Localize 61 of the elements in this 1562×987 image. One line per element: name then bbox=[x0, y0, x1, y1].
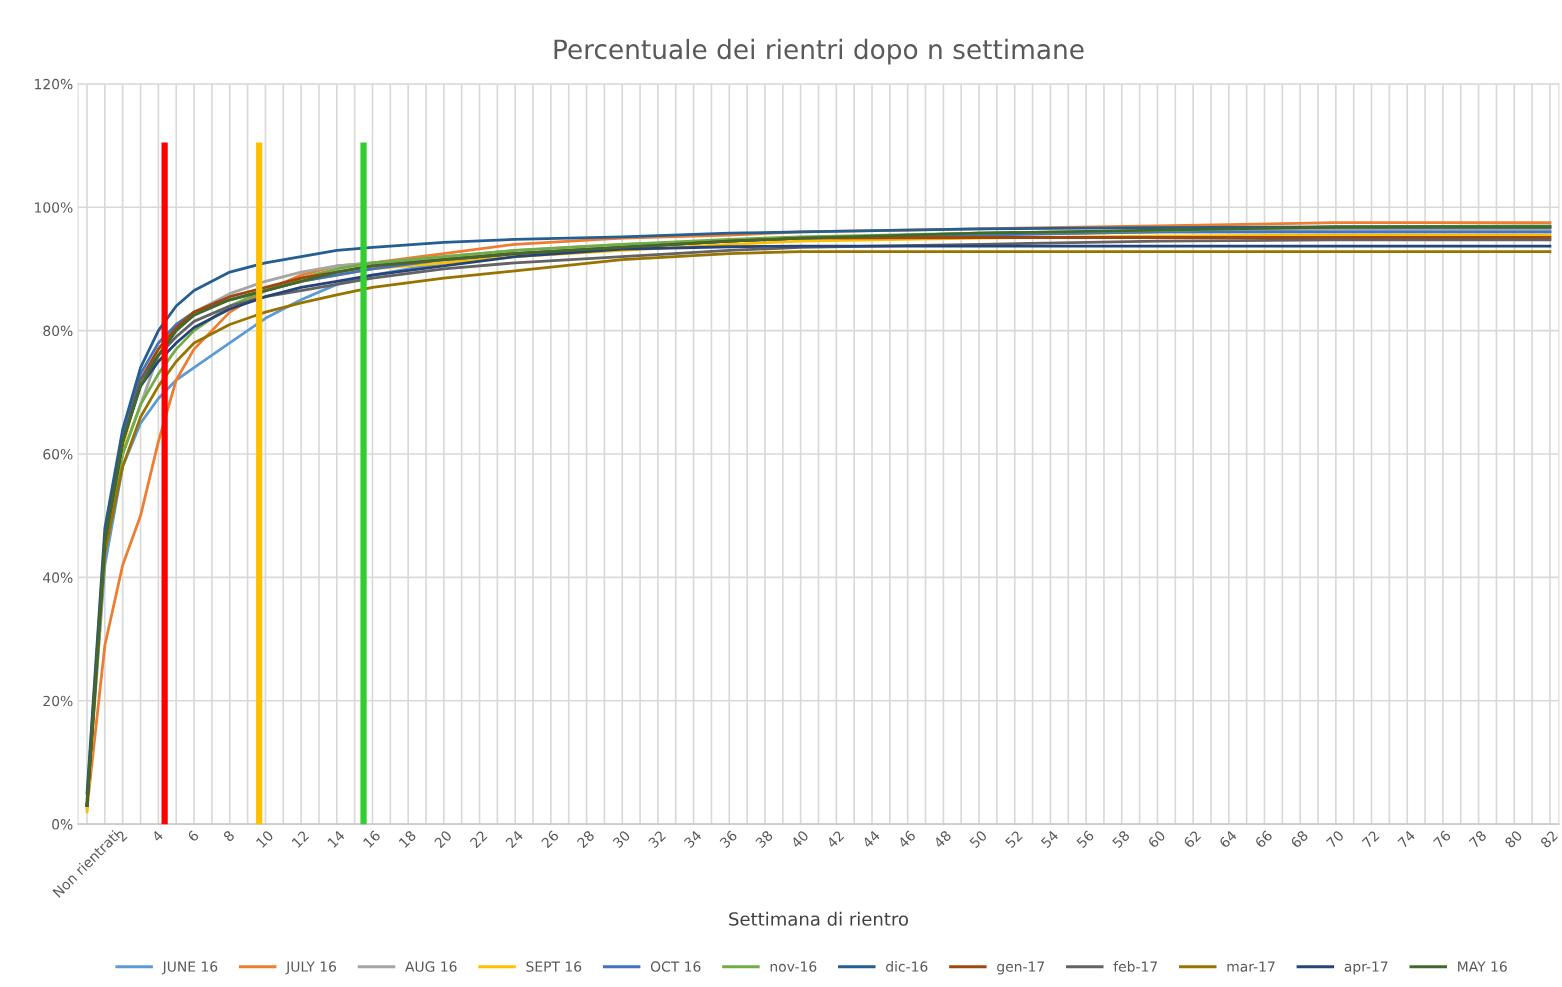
x-tick-label: 62 bbox=[1183, 830, 1202, 849]
x-tick-label: 80 bbox=[1504, 829, 1523, 849]
x-tick-label: 58 bbox=[1111, 829, 1131, 849]
legend-label: OCT 16 bbox=[650, 961, 701, 972]
x-tick-label: 4 bbox=[151, 829, 164, 843]
x-tick-label: 44 bbox=[861, 829, 881, 849]
x-tick-label: 70 bbox=[1325, 829, 1345, 849]
legend-label: feb-17 bbox=[1113, 961, 1157, 972]
legend-label: JULY 16 bbox=[285, 961, 337, 975]
x-tick-label: 26 bbox=[540, 829, 560, 849]
x-tick-label: 12 bbox=[291, 830, 310, 848]
x-tick-label: 10 bbox=[255, 829, 274, 849]
x-tick-label: 30 bbox=[612, 829, 631, 849]
legend-label: dic-16 bbox=[886, 961, 928, 972]
y-tick-label: 100% bbox=[35, 202, 73, 213]
y-tick-label: 80% bbox=[43, 325, 73, 337]
legend-label: mar-17 bbox=[1227, 961, 1275, 972]
legend-label: AUG 16 bbox=[405, 961, 457, 972]
x-tick-label: 22 bbox=[469, 830, 488, 849]
x-tick-label: 24 bbox=[505, 829, 524, 849]
x-tick-label: 14 bbox=[327, 829, 346, 848]
x-tick-label: 82 bbox=[1539, 830, 1559, 849]
x-tick-label: 32 bbox=[647, 830, 667, 849]
x-tick-label: 46 bbox=[897, 829, 917, 849]
x-tick-label: 52 bbox=[1004, 830, 1023, 849]
legend-label: apr-17 bbox=[1344, 961, 1388, 975]
x-tick-label: 38 bbox=[754, 829, 774, 849]
x-tick-label: 74 bbox=[1397, 829, 1416, 849]
y-tick-label: 120% bbox=[35, 78, 73, 90]
x-tick-label: 34 bbox=[683, 829, 703, 849]
y-tick-label: 20% bbox=[43, 695, 73, 707]
x-tick-label: 66 bbox=[1254, 829, 1273, 849]
x-tick-label: 68 bbox=[1290, 829, 1309, 849]
x-tick-label: 76 bbox=[1432, 829, 1452, 849]
x-tick-label: 20 bbox=[433, 829, 453, 849]
x-tick-label: 42 bbox=[825, 830, 845, 849]
x-tick-label: 8 bbox=[222, 829, 236, 843]
x-tick-label: 50 bbox=[968, 829, 988, 849]
x-tick-label: 6 bbox=[187, 829, 200, 843]
x-tick-label: 40 bbox=[790, 829, 810, 849]
legend-label: JUNE 16 bbox=[161, 961, 218, 975]
x-tick-label: 18 bbox=[398, 829, 417, 849]
x-tick-label: 28 bbox=[576, 829, 595, 849]
x-tick-label: 72 bbox=[1361, 830, 1380, 849]
x-tick-label: 78 bbox=[1468, 829, 1488, 849]
chart-title: Percentuale dei rientri dopo n settimane bbox=[554, 38, 1084, 65]
legend-label: nov-16 bbox=[770, 961, 817, 972]
y-tick-label: 40% bbox=[43, 572, 73, 583]
x-axis-title: Settimana di rientro bbox=[729, 911, 908, 926]
y-tick-label: 0% bbox=[52, 819, 73, 830]
x-tick-label: 54 bbox=[1040, 829, 1059, 849]
x-tick-label: 36 bbox=[719, 829, 738, 849]
x-tick-label: 60 bbox=[1147, 829, 1166, 849]
y-tick-label: 60% bbox=[43, 448, 73, 460]
legend-label: gen-17 bbox=[997, 961, 1044, 975]
legend-label: SEPT 16 bbox=[526, 961, 582, 972]
x-tick-label: 16 bbox=[362, 829, 381, 849]
legend-label: MAY 16 bbox=[1458, 961, 1507, 972]
x-tick-label: 48 bbox=[933, 829, 952, 849]
x-tick-label: 56 bbox=[1076, 829, 1095, 849]
x-tick-label: 64 bbox=[1218, 829, 1238, 849]
